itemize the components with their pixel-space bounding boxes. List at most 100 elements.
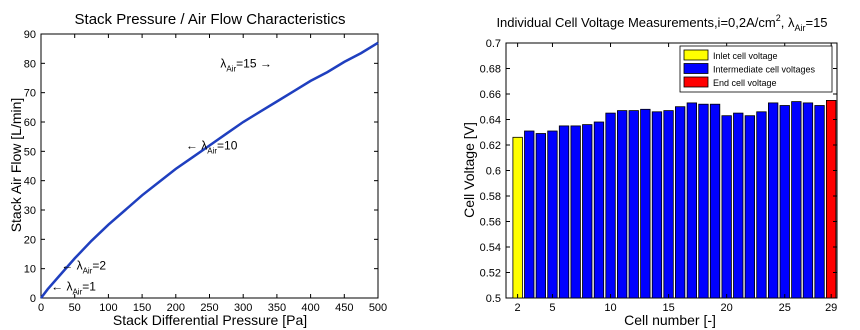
chart1-x-tick-label: 350	[268, 302, 286, 314]
chart2-y-tick-label: 0.7	[486, 38, 501, 50]
chart2-bars	[512, 100, 837, 299]
chart2-bar	[779, 105, 790, 299]
chart1-annotation: ← λAir=2	[61, 259, 106, 276]
chart2-bar	[826, 100, 837, 299]
chart1-x-label: Stack Differential Pressure [Pa]	[113, 312, 307, 328]
chart2-bar	[791, 101, 802, 299]
chart1-y-tick-label: 20	[24, 234, 36, 246]
chart1-annotation-text: λAir=15 →	[220, 56, 271, 73]
chart1-y-tick-label: 80	[24, 58, 36, 70]
chart2-bar	[733, 112, 744, 299]
chart1-x-tick-label: 200	[167, 302, 185, 314]
chart2-legend-label: Inlet cell voltage	[713, 51, 778, 61]
chart1-plot-area	[40, 33, 379, 299]
chart2-x-tick-label: 25	[779, 302, 791, 314]
chart2-legend: Inlet cell voltage Intermediate cell volt…	[679, 45, 833, 93]
chart1-annotation: λAir=15 →	[220, 56, 271, 73]
chart2-bar	[512, 136, 523, 299]
chart1-x-tick-label: 450	[335, 302, 353, 314]
chart2-legend-swatch	[683, 76, 709, 88]
chart1-annotation-sub: Air	[207, 146, 217, 155]
chart1-y-tick-label: 30	[24, 205, 36, 217]
chart2-bar	[628, 110, 639, 299]
chart2-x-axis: 2 5 10 15 20 25 29	[515, 43, 837, 314]
chart2-bar	[593, 121, 605, 299]
chart2-bar	[768, 102, 779, 299]
chart1-y-tick-label: 40	[24, 176, 36, 188]
chart2-y-tick-label: 0.52	[480, 268, 501, 280]
chart1-annotation-arrow: ←	[186, 138, 201, 152]
chart2-title: Individual Cell Voltage Measurements,i=0…	[496, 13, 827, 33]
chart2-title-suffix: =15	[805, 15, 827, 30]
chart1-title: Stack Pressure / Air Flow Characteristic…	[75, 11, 346, 28]
chart1-annotation-base: λ	[66, 279, 72, 293]
chart2-bar	[663, 110, 674, 299]
chart1-y-tick-label: 90	[24, 29, 36, 41]
chart1-y-label: Stack Air Flow [L/min]	[8, 98, 24, 233]
chart2-bar	[640, 108, 651, 299]
chart2-y-tick-label: 0.56	[480, 217, 501, 229]
chart2-bar	[535, 133, 546, 299]
chart2-bar	[651, 111, 663, 299]
chart2-bar	[756, 111, 767, 299]
cell-voltage-chart: Individual Cell Voltage Measurements,i=0…	[461, 13, 838, 328]
chart2-bar	[721, 115, 732, 299]
chart2-bar	[709, 103, 721, 299]
chart2-x-tick-label: 5	[549, 302, 555, 314]
chart2-y-tick-label: 0.64	[480, 115, 501, 127]
chart1-annotation-sub: Air	[72, 287, 82, 296]
chart2-legend-swatch	[683, 63, 709, 74]
chart1-x-axis: 0 50 100 150 200 250 300 350 400 450 500	[38, 34, 387, 314]
chart1-x-tick-label: 300	[234, 302, 252, 314]
chart1-annotation-text: ← λAir=2	[61, 259, 106, 276]
chart1-annotation-arrow: →	[257, 56, 272, 70]
chart1-y-tick-label: 60	[24, 117, 36, 129]
chart2-legend-label: End cell voltage	[713, 78, 777, 88]
chart2-title-main: Individual Cell Voltage Measurements,i=0…	[496, 15, 775, 30]
chart1-y-tick-label: 70	[24, 88, 36, 100]
chart1-y-axis: 0 10 20 30 40 50 60 70 80 90	[24, 29, 378, 305]
chart2-x-tick-label: 20	[721, 302, 733, 314]
chart1-annotation-value: =1	[82, 279, 96, 293]
chart2-y-axis: 0.5 0.52 0.54 0.56 0.58 0.6 0.62 0.64 0.66 0.68 0.…	[480, 38, 837, 305]
chart1-annotation-sub: Air	[83, 267, 93, 276]
chart2-x-tick-label: 10	[604, 302, 616, 314]
chart1-x-tick-label: 100	[99, 302, 117, 314]
chart2-legend-label: Intermediate cell voltages	[713, 65, 816, 75]
chart2-title-sub: Air	[794, 23, 805, 33]
chart1-x-tick-label: 250	[200, 302, 218, 314]
chart1-annotation-text: ← λAir=10	[186, 138, 238, 155]
chart2-bar	[802, 102, 814, 299]
chart2-y-tick-label: 0.5	[486, 293, 501, 305]
chart1-x-tick-label: 500	[369, 302, 387, 314]
chart1-annotation: ← λAir=1	[51, 279, 96, 296]
chart2-bar	[524, 130, 535, 299]
chart1-x-tick-label: 50	[69, 302, 81, 314]
chart2-y-tick-label: 0.62	[480, 140, 501, 152]
pressure-flow-chart: Stack Pressure / Air Flow Characteristic…	[8, 11, 387, 328]
chart2-y-tick-label: 0.68	[480, 64, 501, 76]
chart1-annotation-value: =2	[92, 259, 106, 273]
chart1-annotation-sub: Air	[226, 64, 236, 73]
chart1-annotation-value: =10	[217, 138, 238, 152]
chart1-annotation-base: λ	[77, 259, 83, 273]
chart1-annotation-value: =15	[236, 56, 257, 70]
chart2-bar	[570, 125, 581, 299]
chart1-annotation-text: ← λAir=1	[51, 279, 96, 296]
chart2-bar	[582, 124, 593, 299]
chart1-annotation-arrow: ←	[61, 259, 76, 273]
chart2-x-label: Cell number [-]	[624, 312, 716, 328]
chart1-series	[40, 41, 379, 299]
chart2-bar	[698, 103, 709, 299]
chart1-y-tick-label: 50	[24, 146, 36, 158]
chart1-annotation: ← λAir=10	[186, 138, 238, 155]
chart1-y-tick-label: 0	[30, 293, 36, 305]
chart2-x-tick-label: 29	[825, 302, 837, 314]
chart2-bar	[686, 102, 697, 299]
chart1-annotation-base: λ	[220, 56, 226, 70]
chart2-x-tick-label: 2	[515, 302, 521, 314]
chart1-x-tick-label: 400	[301, 302, 319, 314]
chart2-y-tick-label: 0.58	[480, 191, 501, 203]
